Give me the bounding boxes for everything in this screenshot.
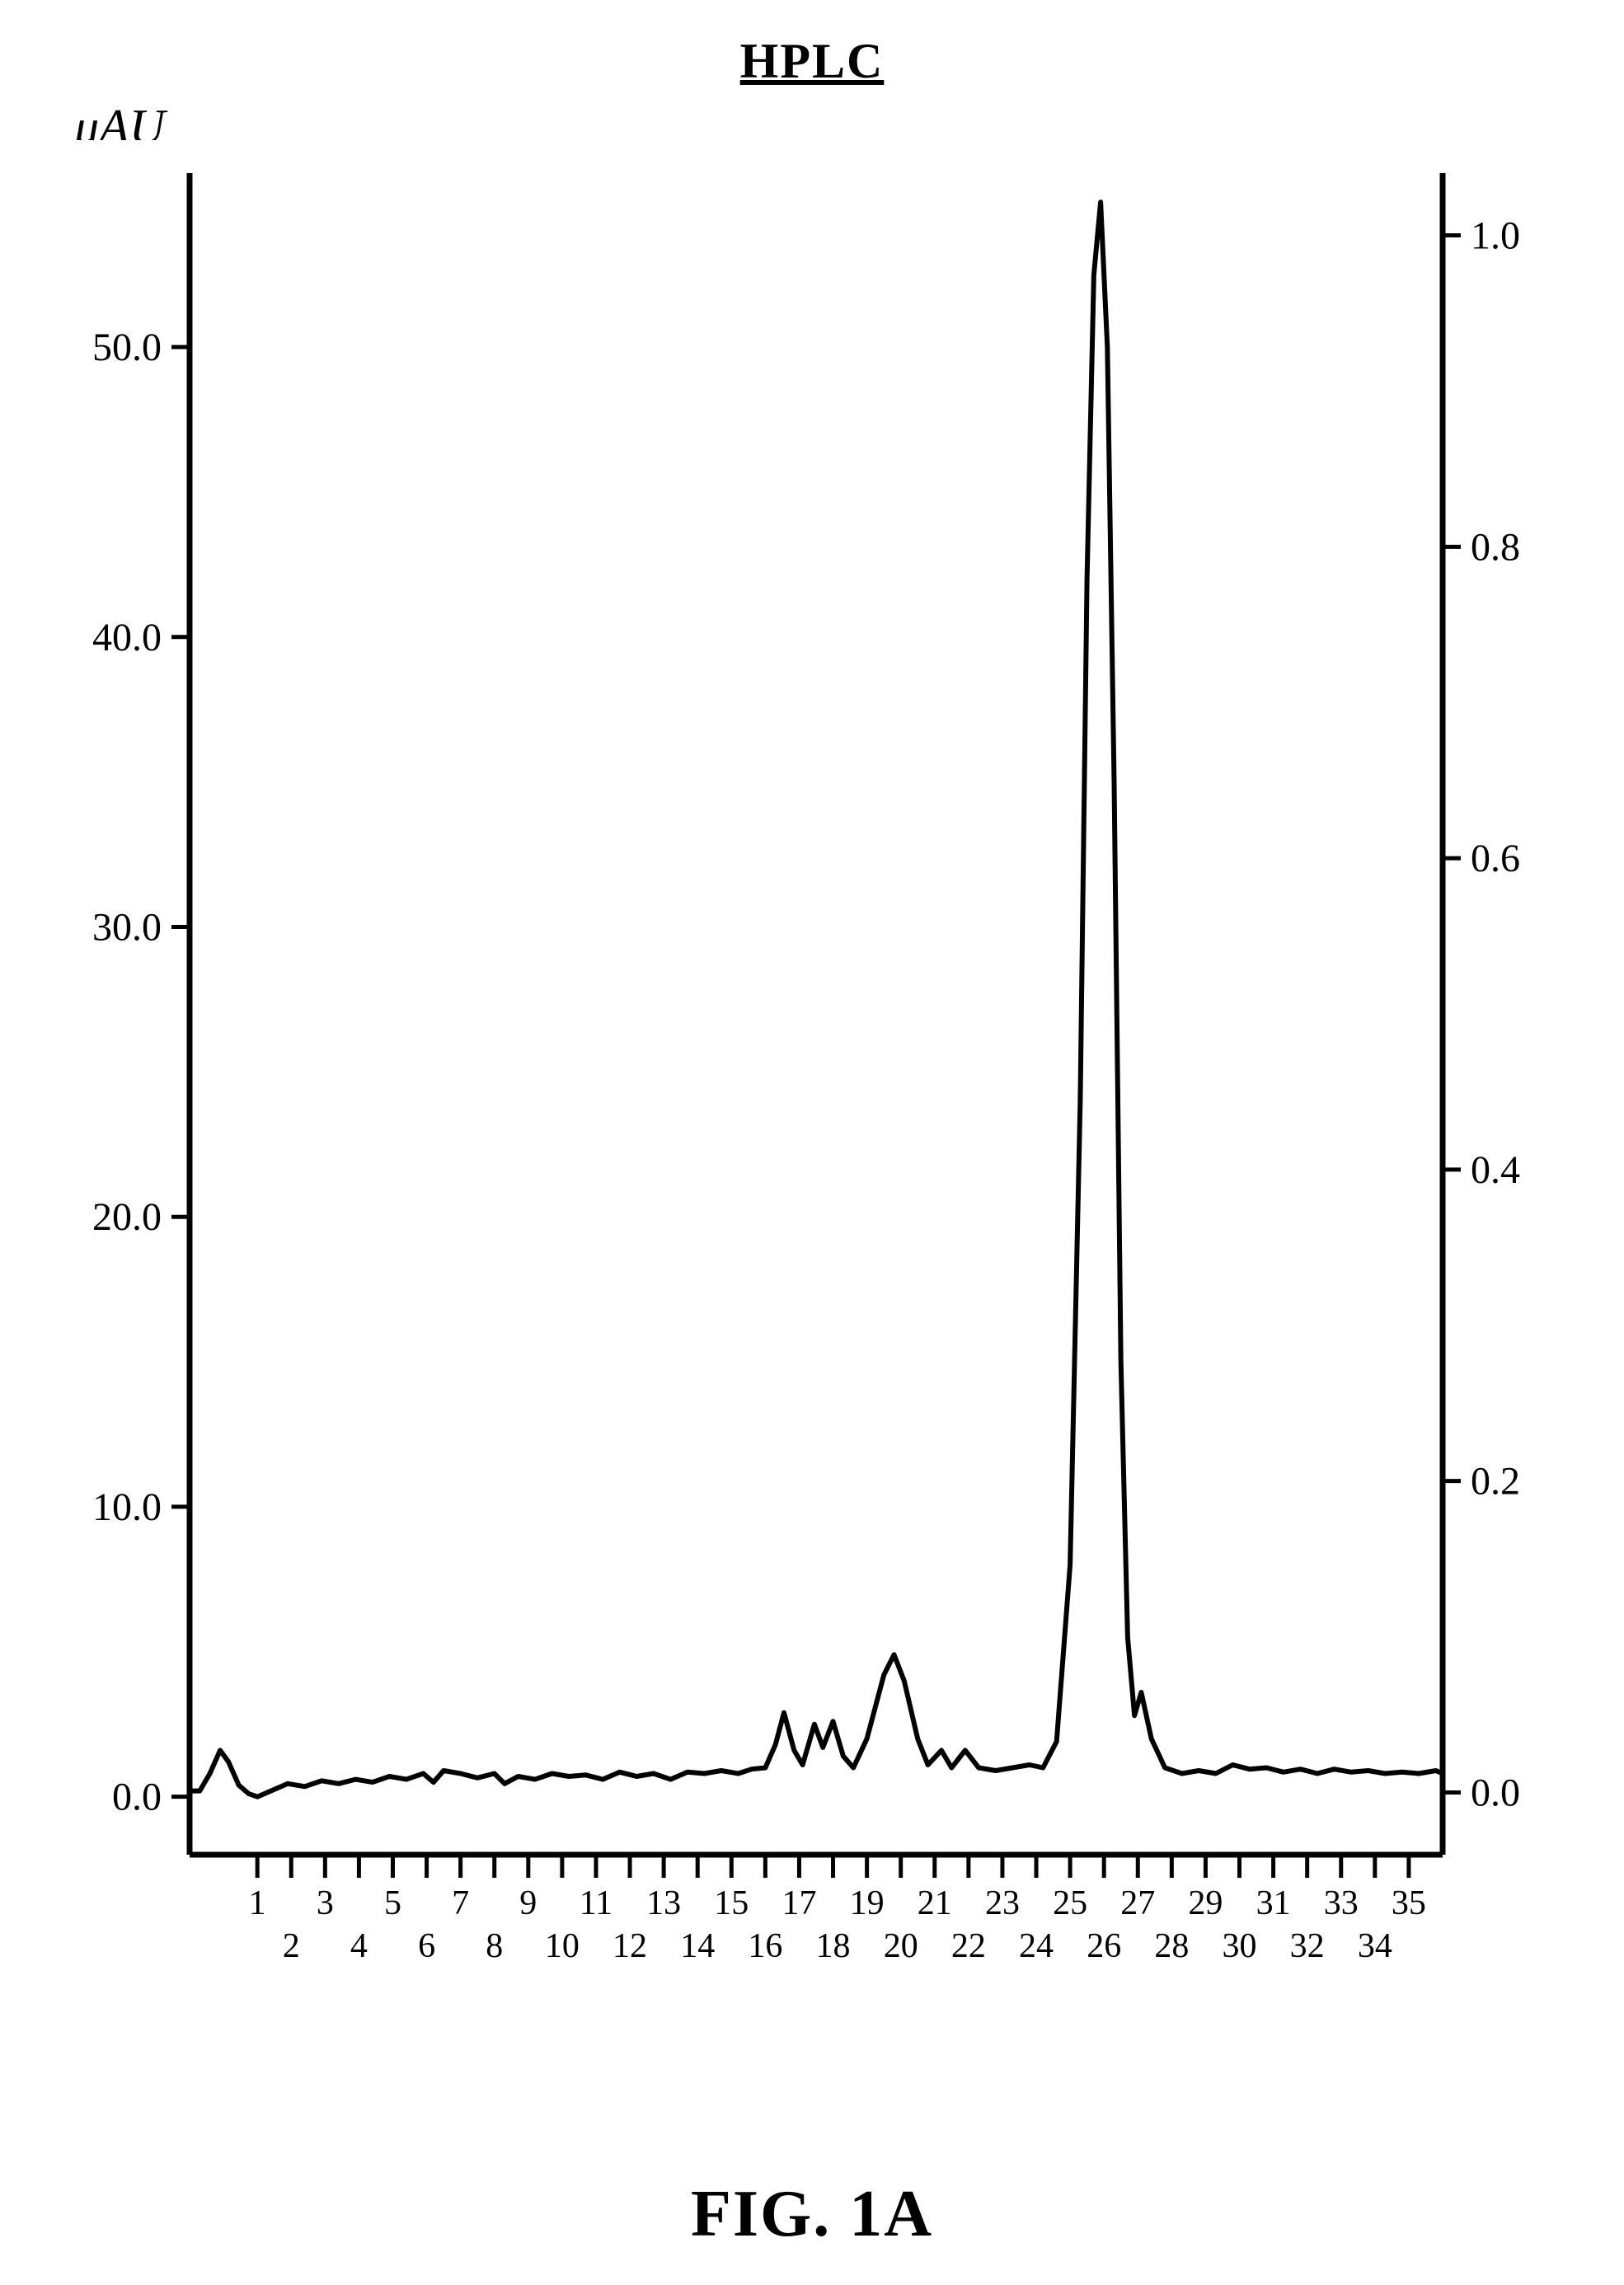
xtick-label: 4 — [350, 1927, 368, 1965]
chart-title: HPLC — [740, 33, 885, 90]
xtick-label: 15 — [714, 1884, 749, 1922]
chart-bg — [58, 140, 1566, 2061]
hplc-chromatogram: 0.0 10.0 20.0 30.0 40.0 50.0 0.0 0.2 0.4 0.6 0.8 1.… — [58, 140, 1566, 2061]
ytick-left-label: 0.0 — [112, 1776, 162, 1819]
xtick-label: 24 — [1019, 1927, 1054, 1965]
ytick-right-label: 0.0 — [1471, 1771, 1520, 1814]
ytick-left-label: 30.0 — [92, 905, 162, 949]
ytick-left-label: 10.0 — [92, 1485, 162, 1529]
xtick-label: 10 — [545, 1927, 580, 1965]
xtick-label: 28 — [1154, 1927, 1189, 1965]
xtick-label: 25 — [1053, 1884, 1087, 1922]
ytick-right-label: 0.6 — [1471, 837, 1520, 880]
xtick-label: 8 — [486, 1927, 503, 1965]
xtick-label: 2 — [283, 1927, 300, 1965]
xtick-label: 5 — [384, 1884, 401, 1922]
xtick-label: 14 — [680, 1927, 715, 1965]
page: HPLC μAU 0.010.020.030.040.050.00.00.20.… — [0, 0, 1624, 2285]
ytick-left-label: 20.0 — [92, 1195, 162, 1239]
xtick-label: 20 — [884, 1927, 918, 1965]
xtick-label: 18 — [816, 1927, 851, 1965]
xtick-label: 29 — [1188, 1884, 1223, 1922]
xtick-label: 32 — [1290, 1927, 1325, 1965]
ytick-right-label: 0.2 — [1471, 1460, 1520, 1504]
xtick-label: 31 — [1256, 1884, 1291, 1922]
xtick-label: 6 — [418, 1927, 435, 1965]
xtick-label: 16 — [748, 1927, 782, 1965]
xtick-label: 13 — [646, 1884, 681, 1922]
xtick-label: 3 — [317, 1884, 334, 1922]
xtick-label: 7 — [452, 1884, 469, 1922]
xtick-label: 23 — [985, 1884, 1020, 1922]
ytick-right-label: 0.8 — [1471, 525, 1520, 569]
xtick-label: 34 — [1358, 1927, 1392, 1965]
xtick-label: 12 — [613, 1927, 647, 1965]
xtick-label: 27 — [1120, 1884, 1155, 1922]
ytick-left-label: 50.0 — [92, 326, 162, 369]
xtick-label: 17 — [781, 1884, 816, 1922]
xtick-label: 11 — [580, 1884, 613, 1922]
xtick-label: 22 — [951, 1927, 986, 1965]
xtick-label: 19 — [850, 1884, 885, 1922]
xtick-label: 26 — [1087, 1927, 1121, 1965]
xtick-label: 1 — [249, 1884, 266, 1922]
xtick-label: 35 — [1392, 1884, 1426, 1922]
xtick-label: 30 — [1223, 1927, 1257, 1965]
ytick-right-label: 0.4 — [1471, 1148, 1520, 1192]
xtick-label: 9 — [519, 1884, 537, 1922]
figure-label: FIG. 1A — [691, 2177, 933, 2252]
xtick-label: 21 — [918, 1884, 952, 1922]
ytick-right-label: 1.0 — [1471, 214, 1520, 258]
xtick-label: 33 — [1324, 1884, 1359, 1922]
ytick-left-label: 40.0 — [92, 616, 162, 659]
